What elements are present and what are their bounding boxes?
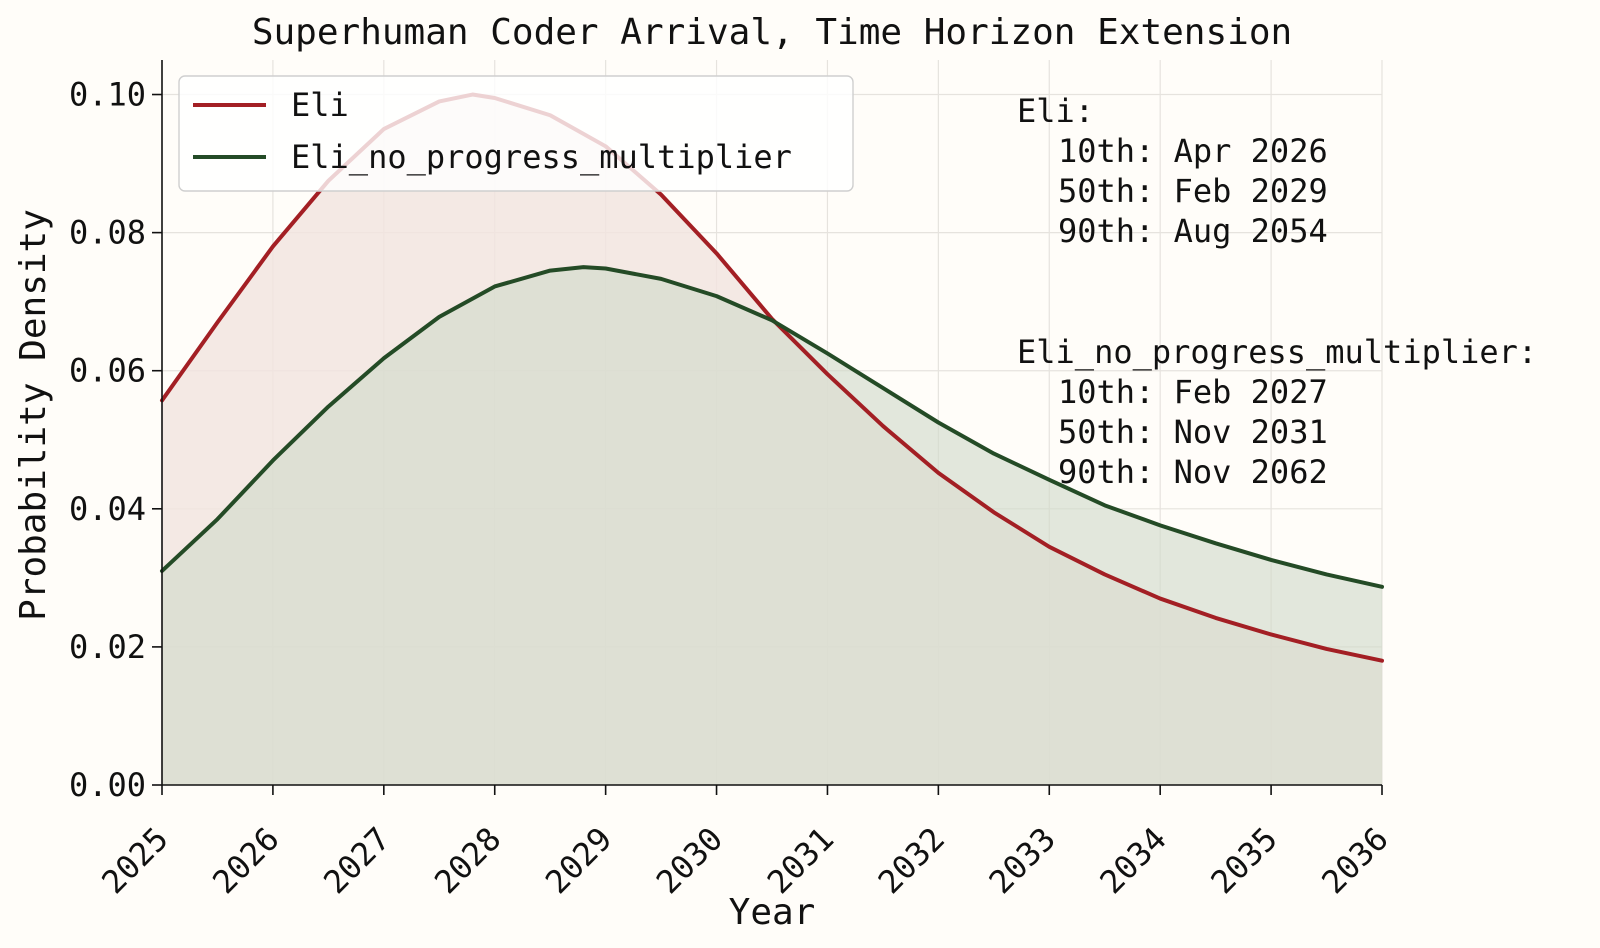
chart-title: Superhuman Coder Arrival, Time Horizon E… bbox=[252, 12, 1292, 53]
y-tick-label: 0.10 bbox=[69, 76, 146, 114]
legend-label-eli: Eli bbox=[291, 86, 349, 124]
annotation-eli-header: Eli: bbox=[1017, 92, 1094, 130]
area-eli-no-progress-multiplier bbox=[162, 267, 1382, 786]
annotation-eli: Eli: 10th: Apr 2026 50th: Feb 2029 90th:… bbox=[1017, 92, 1328, 250]
legend-box bbox=[178, 75, 854, 192]
annotation-eli-line-3: 90th: Aug 2054 bbox=[1058, 212, 1328, 250]
y-tick-label: 0.06 bbox=[69, 352, 146, 390]
y-tick-label: 0.08 bbox=[69, 214, 146, 252]
annotation-eli-no-progress-multiplier-line-3: 90th: Nov 2062 bbox=[1058, 453, 1328, 491]
area-layer bbox=[162, 94, 1382, 786]
legend: Eli Eli_no_progress_multiplier bbox=[178, 75, 854, 192]
annotation-eli-line-2: 50th: Feb 2029 bbox=[1058, 172, 1328, 210]
y-axis-label: Probability Density bbox=[13, 209, 54, 621]
y-tick-label: 0.02 bbox=[69, 628, 146, 666]
y-tick-label: 0.04 bbox=[69, 490, 146, 528]
annotation-eli-no-progress-multiplier-line-1: 10th: Feb 2027 bbox=[1058, 373, 1328, 411]
annotation-eli-no-progress-multiplier-header: Eli_no_progress_multiplier: bbox=[1017, 333, 1537, 371]
annotation-eli-no-progress-multiplier-line-2: 50th: Nov 2031 bbox=[1058, 413, 1328, 451]
line-eli-no-progress-multiplier bbox=[160, 265, 1384, 589]
axes-layer bbox=[152, 60, 1383, 795]
annotation-eli-no-progress-multiplier: Eli_no_progress_multiplier: 10th: Feb 20… bbox=[1017, 333, 1537, 491]
annotation-eli-line-1: 10th: Apr 2026 bbox=[1058, 132, 1328, 170]
x-axis-label: Year bbox=[729, 892, 816, 933]
legend-label-eli-no-progress-multiplier: Eli_no_progress_multiplier bbox=[291, 138, 792, 176]
y-tick-label: 0.00 bbox=[69, 766, 146, 804]
